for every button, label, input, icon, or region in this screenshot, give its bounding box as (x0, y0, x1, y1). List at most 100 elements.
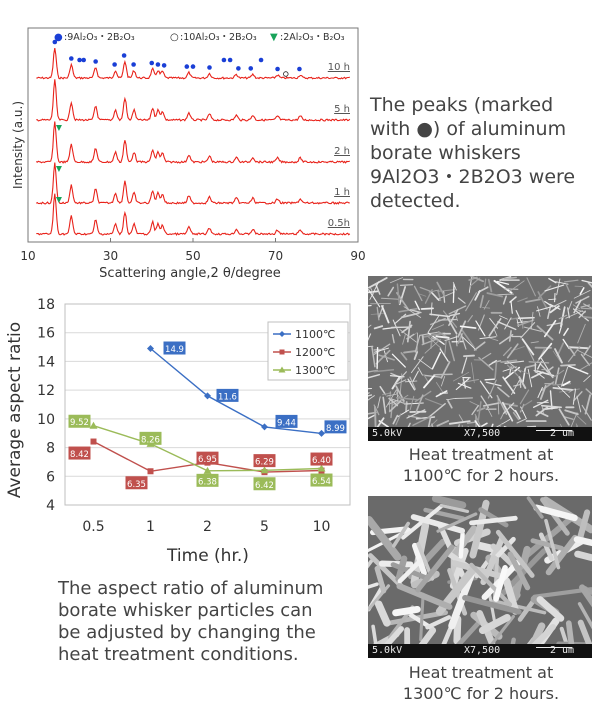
sem-whisker (368, 345, 374, 348)
sem-whisker (446, 397, 457, 401)
sem-whisker (531, 311, 534, 329)
sem-whisker (583, 375, 591, 382)
sem-whisker (519, 403, 525, 413)
sem-whisker (577, 509, 591, 540)
sem-whisker (452, 283, 455, 304)
sem-whisker (446, 316, 458, 335)
sem-whisker (508, 330, 512, 342)
sem-whisker (407, 378, 416, 391)
ar-legend-marker (278, 366, 286, 373)
sem-texture-1100 (368, 276, 592, 441)
sem-whisker (389, 277, 404, 284)
sem-whisker (373, 369, 395, 373)
sem-whisker (502, 376, 516, 395)
sem-whisker (444, 336, 458, 342)
sem-whisker (427, 315, 440, 333)
sem-whisker (441, 376, 446, 387)
sem-whisker (447, 399, 453, 409)
sem-whisker (507, 551, 531, 591)
sem-whisker (376, 306, 380, 321)
sem-whisker (442, 310, 458, 328)
sem-whisker (477, 401, 482, 421)
sem-whisker (436, 291, 455, 300)
sem-whisker (560, 366, 569, 387)
sem-whisker (423, 374, 429, 383)
xrd-description-line: detected. (370, 190, 461, 212)
aspect-description: The aspect ratio of aluminum borate whis… (58, 578, 358, 666)
sem-whisker (558, 314, 568, 320)
aspect-description-line: borate whisker particles can (58, 600, 313, 621)
sem-whisker (469, 515, 518, 526)
xrd-description-line: 9Al2O3・2B2O3 were (370, 166, 576, 188)
sem-whisker (491, 599, 547, 615)
ar-data-label: 11.6 (218, 392, 237, 402)
sem-whisker (556, 278, 561, 296)
xrd-legend-label: :9Al₂O₃・2B₂O₃ (64, 32, 135, 43)
sem-whisker (497, 321, 517, 331)
sem-whisker (563, 327, 569, 336)
sem-info-bar: 5.0kV X7,500 2 um (368, 427, 592, 441)
xrd-marker-9al2o3 (93, 59, 98, 64)
sem-whisker (392, 414, 399, 425)
sem-whisker (502, 577, 520, 615)
sem-whisker (572, 388, 576, 405)
ar-legend-label: 1200℃ (295, 346, 335, 359)
sem-caption-line: Heat treatment at (408, 445, 554, 464)
ar-point (203, 466, 212, 474)
sem-whisker (451, 525, 478, 558)
xrd-marker-9al2o3 (69, 56, 74, 61)
sem-whisker (568, 388, 576, 393)
sem-whisker (482, 307, 491, 309)
sem-whisker (435, 335, 450, 339)
sem-whisker (371, 346, 376, 368)
sem-whisker (458, 414, 464, 422)
sem-whisker (439, 503, 470, 513)
sem-whisker (393, 313, 407, 325)
ar-data-label: 6.40 (312, 456, 331, 466)
sem-whisker (370, 287, 375, 295)
xrd-marker-2al2o3 (55, 166, 62, 172)
xrd-marker-9al2o3 (236, 66, 241, 71)
sem-whisker (373, 404, 380, 416)
xrd-marker-9al2o3 (207, 65, 212, 70)
sem-whisker (563, 415, 574, 420)
sem-whisker (368, 333, 372, 342)
sem-whisker (513, 383, 522, 387)
sem-whisker (489, 337, 499, 342)
sem-whisker (521, 338, 535, 356)
ar-data-label: 8.26 (141, 435, 160, 445)
sem-whisker (454, 397, 473, 399)
sem-whisker (438, 318, 458, 321)
sem-whisker (461, 329, 475, 348)
ar-data-label-box (324, 420, 347, 434)
sem-whisker (502, 346, 512, 357)
sem-whisker (392, 605, 421, 617)
ar-y-tick-label: 18 (37, 297, 55, 313)
sem-whisker (430, 337, 439, 341)
sem-whisker (461, 336, 477, 351)
sem-whisker (540, 497, 570, 536)
sem-whisker (540, 357, 552, 375)
sem-whisker (413, 351, 419, 360)
sem-whisker (557, 385, 571, 398)
sem-whisker (587, 282, 592, 289)
sem-whisker (576, 309, 586, 313)
sem-whisker (487, 379, 497, 399)
sem-whisker (471, 404, 479, 416)
ar-point (260, 466, 269, 474)
sem-whisker (403, 306, 422, 318)
ar-data-label-box (253, 454, 276, 468)
sem-whisker (396, 283, 401, 304)
sem-whisker (574, 550, 592, 562)
sem-whisker (465, 292, 477, 312)
sem-whisker (549, 303, 561, 310)
sem-kv: 5.0kV (372, 428, 403, 439)
sem-whisker (576, 395, 582, 413)
sem-whisker (510, 365, 529, 375)
sem-whisker (418, 293, 427, 297)
sem-whisker (488, 594, 496, 622)
sem-whisker (504, 366, 521, 380)
sem-whisker (398, 307, 418, 313)
sem-whisker (457, 297, 466, 304)
sem-whisker (435, 390, 448, 398)
